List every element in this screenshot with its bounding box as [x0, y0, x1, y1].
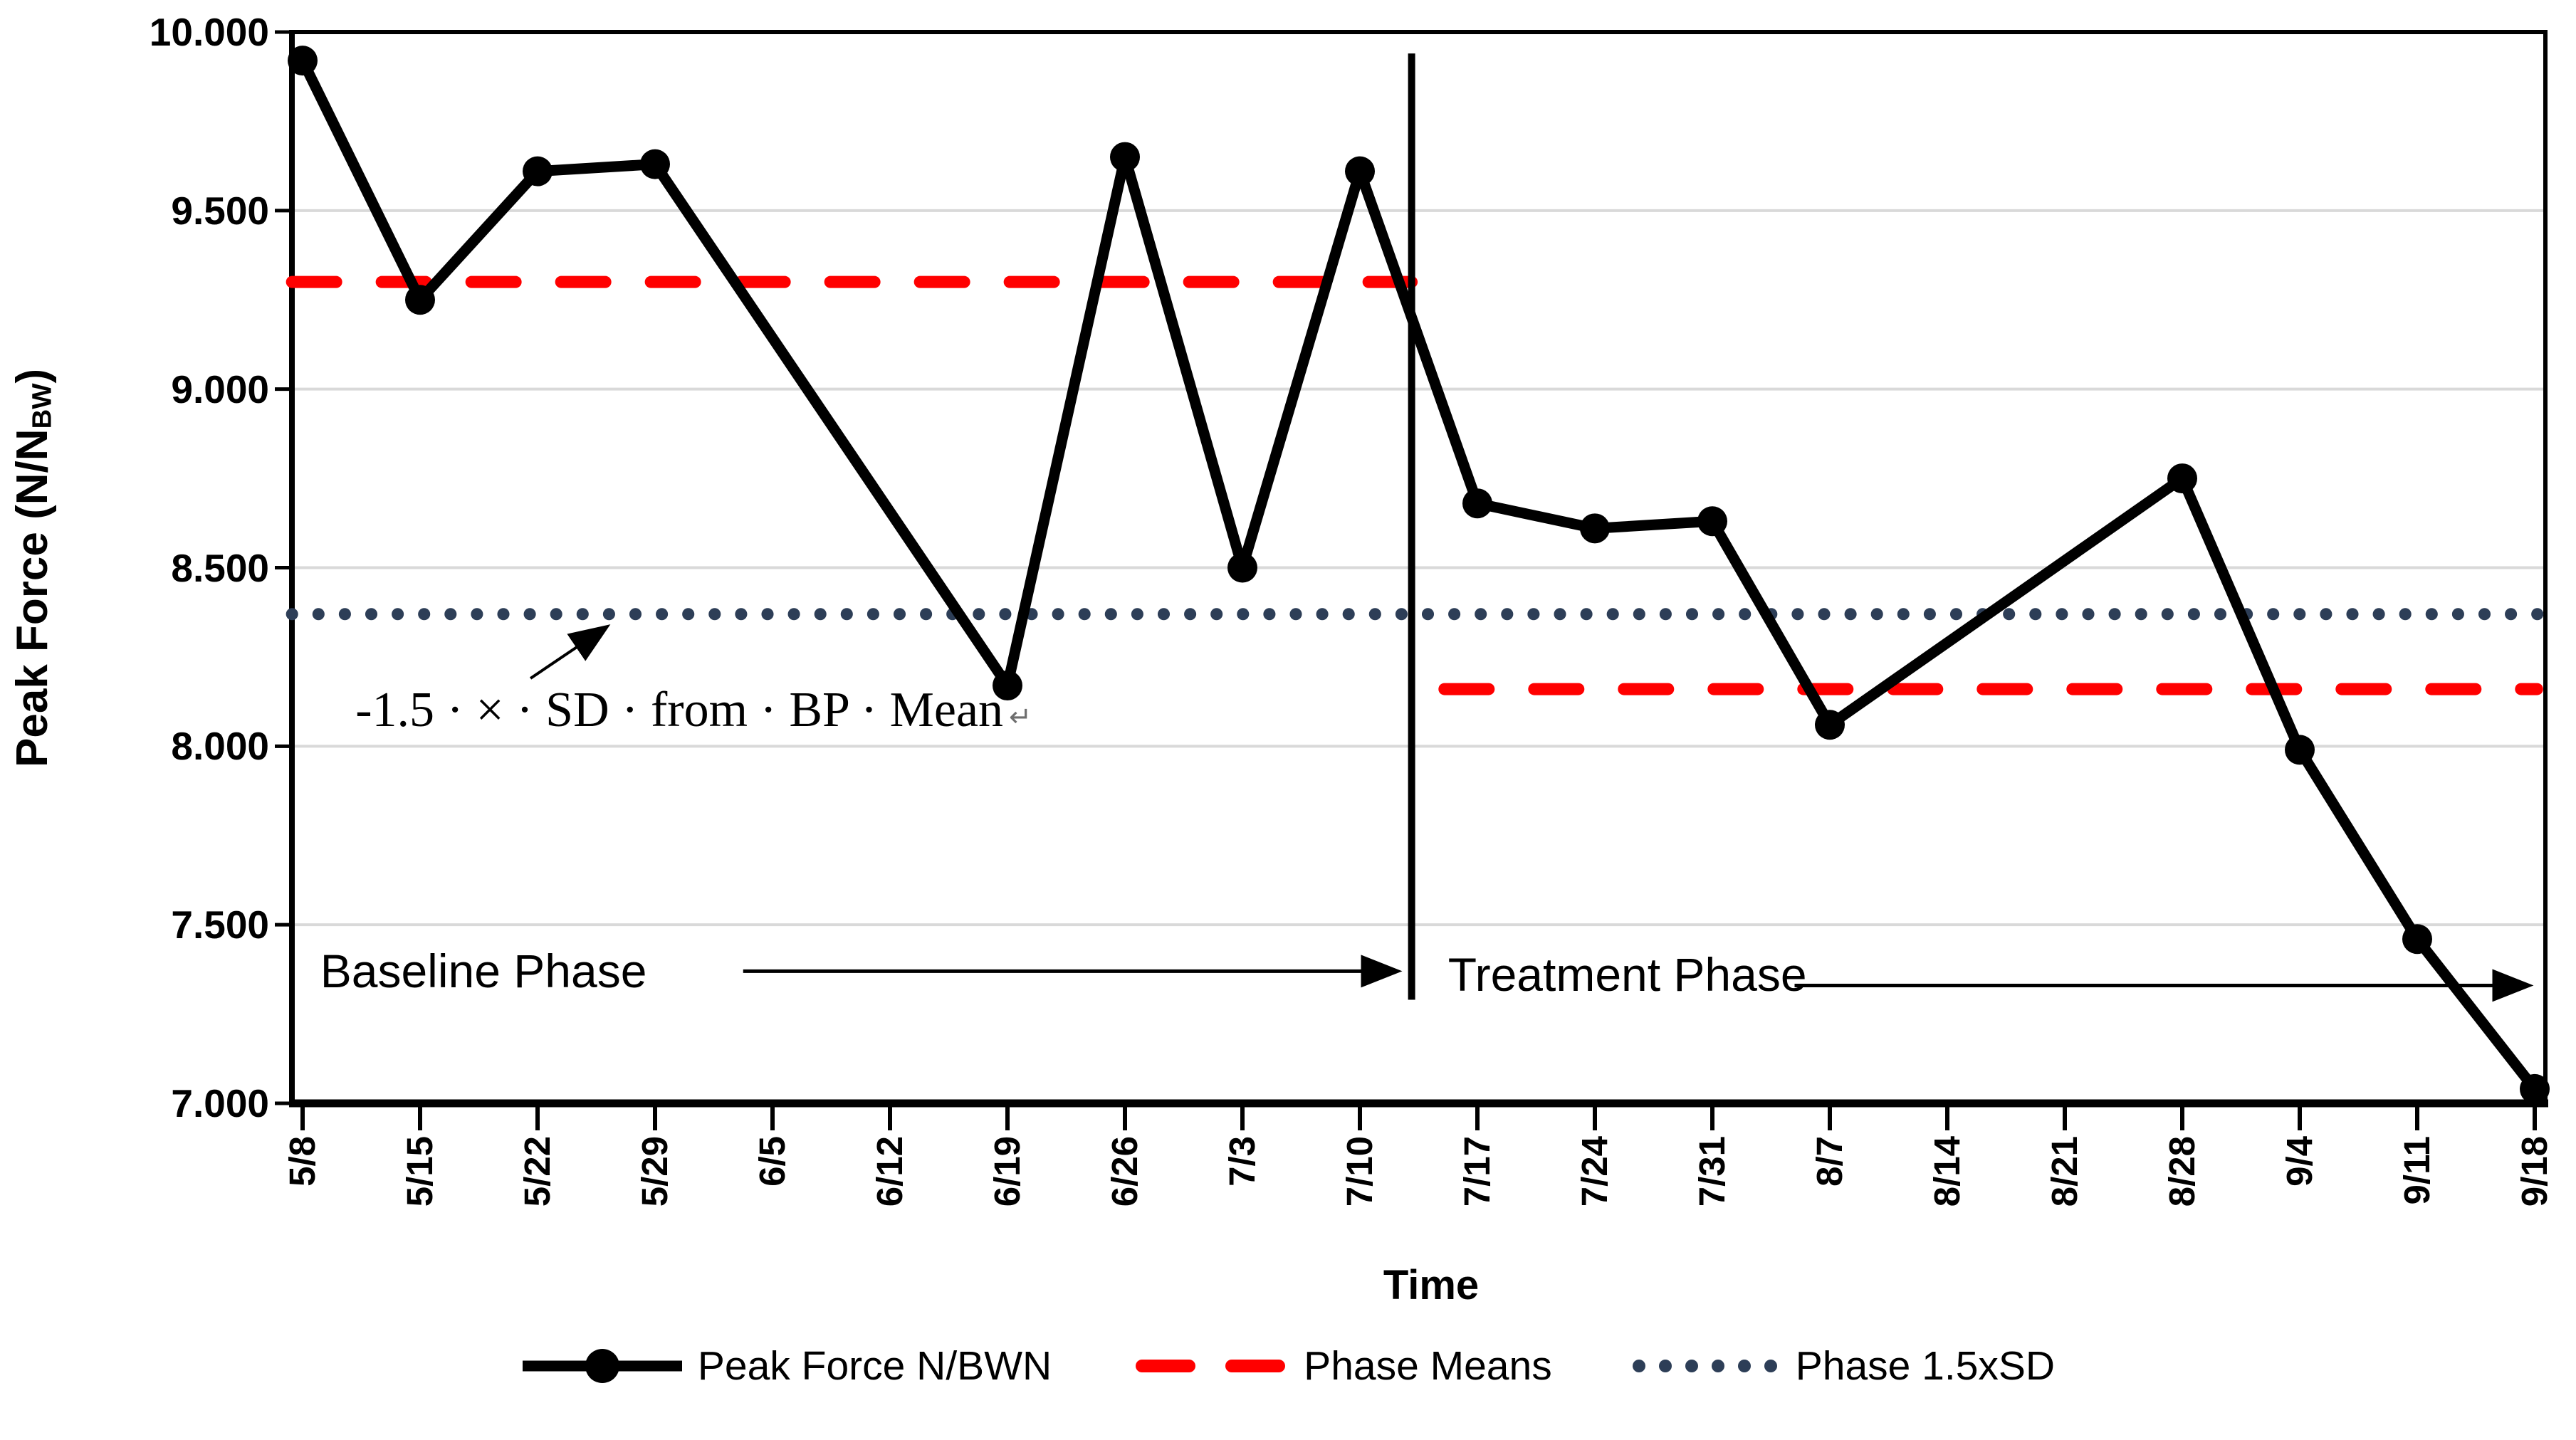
treatment-phase-label: Treatment Phase	[1447, 948, 1807, 1002]
x-tick-label: 9/11	[2397, 1136, 2437, 1205]
data-point-marker	[523, 156, 553, 186]
legend-item-phase-sd: Phase 1.5xSD	[1632, 1342, 2055, 1389]
x-tick-label: 8/7	[1809, 1136, 1850, 1187]
data-point-marker	[288, 46, 318, 76]
x-tick-label: 7/10	[1339, 1136, 1380, 1207]
data-point-marker	[1345, 156, 1375, 186]
data-point-marker	[1815, 710, 1845, 740]
y-axis-title-pre: Peak Force (N/N	[8, 429, 57, 767]
data-point-marker	[2285, 735, 2315, 765]
legend-dot-marker	[1632, 1360, 1777, 1372]
x-tick-label: 5/8	[282, 1136, 323, 1187]
y-axis-title-post: )	[8, 368, 57, 384]
x-tick-label: 9/4	[2279, 1136, 2320, 1187]
y-tick-label: 10.000	[149, 10, 269, 54]
axes	[275, 30, 2548, 1130]
x-tick-label: 8/21	[2044, 1136, 2085, 1207]
y-axis-title: Peak Force (N/NBW)	[7, 32, 70, 1103]
data-point-marker	[2167, 463, 2197, 494]
legend-item-phase-means: Phase Means	[1131, 1342, 1552, 1389]
chart-legend: Peak Force N/BWN Phase Means Phase 1.5xS…	[0, 1342, 2576, 1389]
x-tick-label: 9/18	[2514, 1136, 2555, 1207]
x-tick-label: 5/22	[517, 1136, 557, 1207]
data-point-marker	[405, 285, 435, 315]
legend-dash-marker	[1136, 1360, 1286, 1372]
x-tick-label: 7/31	[1692, 1136, 1732, 1207]
x-tick-label: 5/29	[634, 1136, 675, 1207]
data-point-marker	[993, 671, 1022, 701]
return-mark: ↵	[1009, 703, 1032, 733]
annotation-arrows	[529, 53, 2534, 1002]
data-point-marker	[1110, 142, 1140, 172]
y-axis-title-sub: BW	[26, 383, 58, 429]
legend-item-peak-force: Peak Force N/BWN	[521, 1342, 1052, 1389]
gridlines	[292, 209, 2545, 927]
x-tick-label: 6/12	[869, 1136, 910, 1207]
x-axis-title: Time	[1383, 1262, 1480, 1308]
sd-annotation-arrow	[529, 624, 611, 680]
x-tick-label: 5/15	[399, 1136, 440, 1207]
legend-line-circle-marker	[522, 1349, 682, 1383]
y-tick-label: 9.000	[171, 367, 269, 411]
legend-dot	[1711, 1360, 1724, 1372]
legend-label-peak-force: Peak Force N/BWN	[697, 1343, 1052, 1389]
x-tick-label: 6/5	[752, 1136, 792, 1187]
legend-dot	[1658, 1360, 1672, 1372]
x-tick-label: 6/19	[987, 1136, 1027, 1207]
x-tick-label: 7/24	[1574, 1136, 1615, 1207]
legend-dot	[1764, 1360, 1777, 1372]
data-point-marker	[1580, 513, 1610, 544]
legend-dot	[1685, 1360, 1698, 1372]
x-tick-label: 7/3	[1222, 1136, 1262, 1187]
y-tick-label: 7.500	[171, 903, 269, 947]
y-tick-label: 9.500	[171, 188, 269, 233]
y-tick-label: 7.000	[171, 1081, 269, 1125]
x-tick-label: 6/26	[1104, 1136, 1145, 1207]
baseline-phase-label: Baseline Phase	[320, 945, 647, 998]
y-tick-label: 8.500	[171, 545, 269, 590]
x-tick-label: 8/28	[2162, 1136, 2202, 1207]
y-tick-label: 8.000	[171, 724, 269, 769]
sd-threshold-annotation-text: -1.5 · × · SD · from · BP · Mean	[355, 683, 1004, 738]
data-point-marker	[1697, 506, 1727, 537]
data-point-marker	[1227, 552, 1257, 583]
legend-dot	[1737, 1360, 1751, 1372]
legend-dot	[1632, 1360, 1645, 1372]
reference-lines	[286, 275, 2547, 695]
legend-label-phase-means: Phase Means	[1304, 1343, 1552, 1389]
peak-force-line	[298, 58, 2539, 1093]
sd-threshold-annotation: -1.5 · × · SD · from · BP · Mean ↵	[355, 682, 1032, 739]
data-point-marker	[640, 149, 670, 179]
legend-label-phase-sd: Phase 1.5xSD	[1795, 1343, 2056, 1389]
data-point-marker	[2520, 1073, 2550, 1104]
data-series	[288, 46, 2550, 1104]
data-point-marker	[1462, 488, 1492, 519]
x-tick-label: 8/14	[1927, 1136, 1967, 1207]
data-point-marker	[2402, 924, 2432, 955]
x-tick-label: 7/17	[1457, 1136, 1497, 1207]
